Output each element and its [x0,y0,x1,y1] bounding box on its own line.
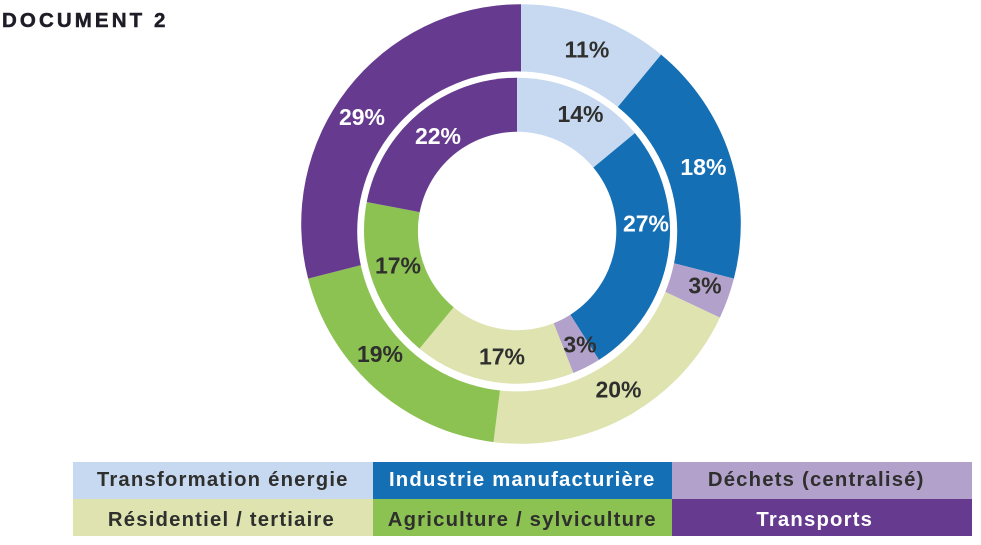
svg-text:17%: 17% [375,253,421,279]
svg-text:22%: 22% [415,123,461,149]
svg-text:18%: 18% [680,154,726,180]
svg-text:14%: 14% [557,101,603,127]
svg-text:3%: 3% [563,332,596,358]
svg-text:27%: 27% [623,211,669,237]
svg-text:19%: 19% [357,341,403,367]
svg-text:3%: 3% [688,273,721,299]
svg-text:29%: 29% [339,104,385,130]
svg-text:11%: 11% [565,37,610,63]
svg-text:17%: 17% [479,344,525,370]
svg-text:20%: 20% [595,377,641,403]
